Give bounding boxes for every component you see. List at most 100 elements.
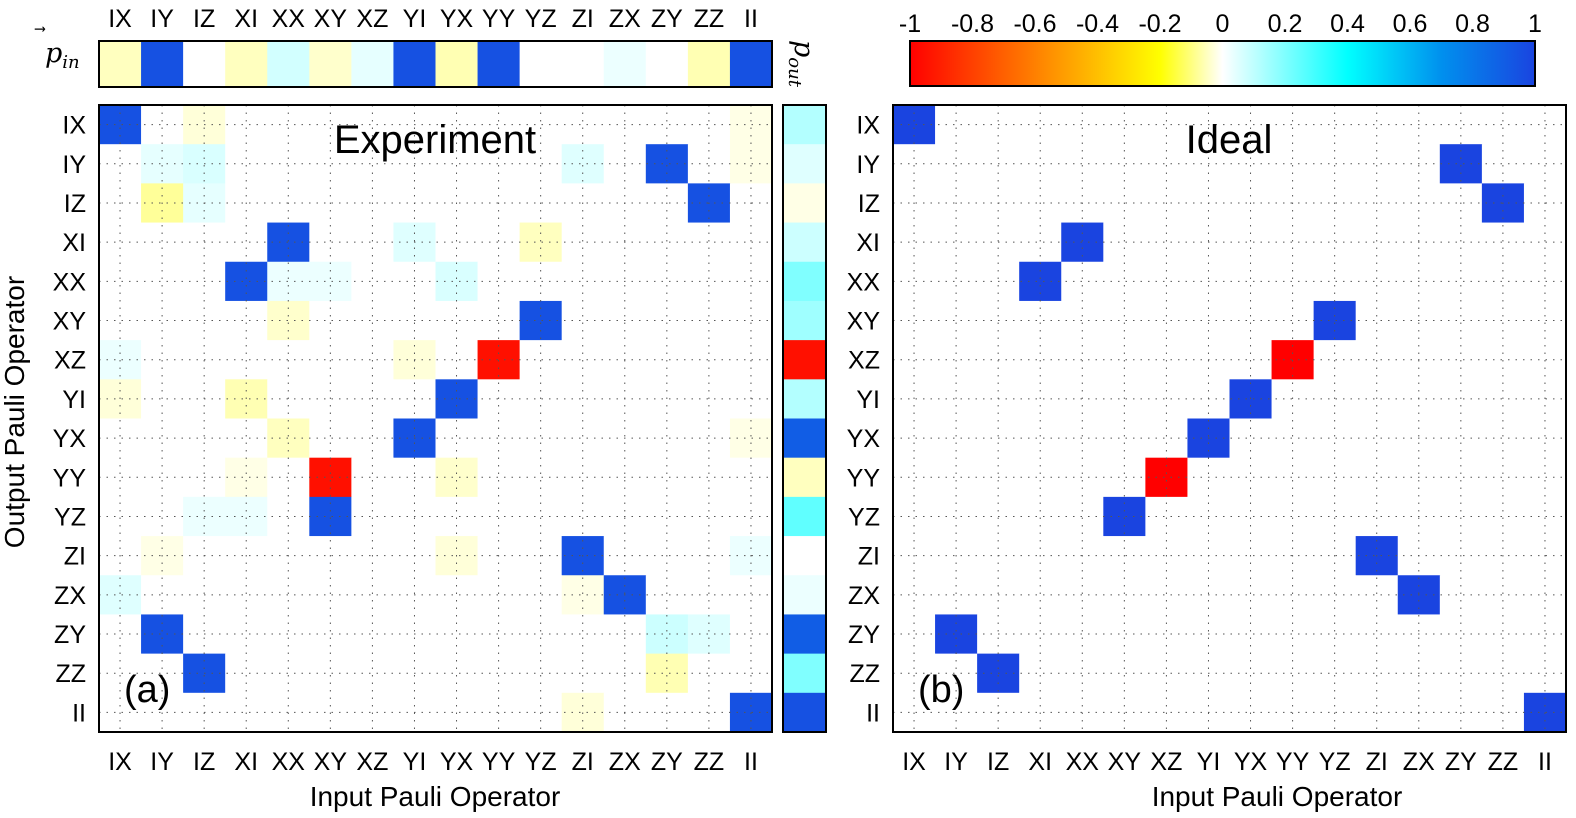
- heatmap-cell: [1019, 300, 1062, 341]
- heatmap-cell: [1481, 379, 1525, 419]
- heatmap-cell: [893, 300, 936, 341]
- p-out-cell: [783, 105, 826, 145]
- heatmap-cell: [1103, 261, 1146, 302]
- p-out-cell: [783, 575, 826, 615]
- heatmap-cell: [1481, 418, 1525, 459]
- heatmap-cell: [1523, 614, 1567, 655]
- heatmap-cell: [1145, 105, 1188, 145]
- tick-label: IZ: [858, 190, 880, 218]
- heatmap-cell: [1019, 457, 1062, 498]
- heatmap-cell: [1355, 653, 1399, 694]
- heatmap-cell: [225, 340, 268, 380]
- heatmap-cell: [435, 379, 478, 419]
- p-in-cell: [183, 41, 226, 87]
- p-out-cell: [783, 496, 826, 537]
- heatmap-a-ylabel: Output Pauli Operator: [0, 276, 30, 548]
- tick-label: XZ: [1150, 748, 1182, 776]
- colorbar-gradient-bar: [910, 41, 1535, 86]
- p-in-cell: [477, 41, 521, 87]
- tick-label: XY: [847, 308, 881, 336]
- p-in-cell: [99, 41, 142, 87]
- heatmap-cell: [225, 300, 268, 341]
- heatmap-cell: [1355, 105, 1399, 145]
- heatmap-cell: [141, 379, 184, 419]
- p-out-frame: [782, 104, 827, 733]
- heatmap-cell: [141, 418, 184, 459]
- heatmap-cell: [893, 614, 936, 655]
- heatmap-b-xlabel: Input Pauli Operator: [1152, 781, 1403, 812]
- p-in-cell: [309, 41, 352, 87]
- heatmap-cell: [267, 457, 310, 498]
- heatmap-cell: [1481, 614, 1525, 655]
- tick-label: II: [1538, 748, 1552, 776]
- heatmap-cell: [309, 418, 352, 459]
- tick-label: YI: [62, 386, 86, 414]
- heatmap-cell: [645, 418, 689, 459]
- heatmap-cell: [351, 340, 394, 380]
- heatmap-cell: [645, 261, 689, 302]
- heatmap-cell: [1481, 300, 1525, 341]
- heatmap-cell: [561, 261, 605, 302]
- heatmap-cell: [1481, 261, 1525, 302]
- heatmap-cell: [435, 457, 478, 498]
- p-out-cell: [783, 222, 826, 263]
- tick-label: XZ: [54, 347, 86, 375]
- tick-label: II: [72, 699, 86, 727]
- heatmap-cell: [1439, 340, 1483, 380]
- tick-label: YX: [440, 748, 474, 776]
- tick-label: IX: [108, 748, 132, 776]
- heatmap-cell: [1271, 653, 1315, 694]
- heatmap-cell: [645, 457, 689, 498]
- p-in-cell: [225, 41, 268, 87]
- tick-label: ZY: [54, 621, 86, 649]
- heatmap-cell: [729, 105, 773, 145]
- heatmap-cell: [1229, 300, 1272, 341]
- heatmap-cell: [729, 300, 773, 341]
- heatmap-cell: [267, 653, 310, 694]
- heatmap-cell: [309, 340, 352, 380]
- heatmap-cell: [1439, 614, 1483, 655]
- heatmap-cell: [1523, 261, 1567, 302]
- heatmap-cell: [141, 457, 184, 498]
- heatmap-cell: [1061, 653, 1104, 694]
- tick-label: YZ: [525, 748, 557, 776]
- colorbar-tick-label: 0.6: [1393, 10, 1428, 38]
- colorbar-frame: [909, 40, 1536, 87]
- heatmap-cell: [1313, 457, 1357, 498]
- p-out-label: pout: [784, 40, 819, 88]
- heatmap-cell: [1061, 300, 1104, 341]
- tick-label: XX: [847, 268, 881, 296]
- tick-label: II: [744, 748, 758, 776]
- heatmap-cell: [935, 418, 978, 459]
- tick-label: YX: [1234, 748, 1268, 776]
- tick-label: IZ: [64, 190, 86, 218]
- heatmap-cell: [561, 105, 605, 145]
- heatmap-cell: [435, 261, 478, 302]
- tick-label: ZZ: [849, 660, 880, 688]
- heatmap-cell: [1019, 340, 1062, 380]
- heatmap-cell: [1355, 457, 1399, 498]
- heatmap-cell: [1061, 614, 1104, 655]
- heatmap-cell: [935, 379, 978, 419]
- heatmap-cell: [225, 418, 268, 459]
- p-in-frame: [98, 40, 773, 88]
- heatmap-cell: [477, 300, 521, 341]
- heatmap-cell: [309, 653, 352, 694]
- heatmap-cell: [729, 418, 773, 459]
- colorbar-tick-label: 0.4: [1330, 10, 1365, 38]
- heatmap-cell: [1271, 457, 1315, 498]
- tick-label: YZ: [1319, 748, 1351, 776]
- heatmap-a-y-tick-labels: IX IY IZ XI XX XY XZ YI YX YY YZ ZI ZX ZY ZZ II: [53, 112, 87, 728]
- heatmap-cell: [1355, 261, 1399, 302]
- heatmap-cell: [729, 457, 773, 498]
- heatmap-cell: [1061, 105, 1104, 145]
- heatmap-cell: [645, 653, 689, 694]
- heatmap-cell: [1481, 105, 1525, 145]
- tick-label: XX: [272, 5, 306, 33]
- tick-label: ZI: [64, 543, 86, 571]
- tick-label: ZX: [848, 582, 880, 610]
- heatmap-cell: [645, 300, 689, 341]
- panel-b-ideal: Ideal (b) IX IY IZ XI XX XY XZ YI YX YY YZ ZI ZX ZY ZZ…: [847, 104, 1567, 812]
- heatmap-cell: [99, 105, 142, 145]
